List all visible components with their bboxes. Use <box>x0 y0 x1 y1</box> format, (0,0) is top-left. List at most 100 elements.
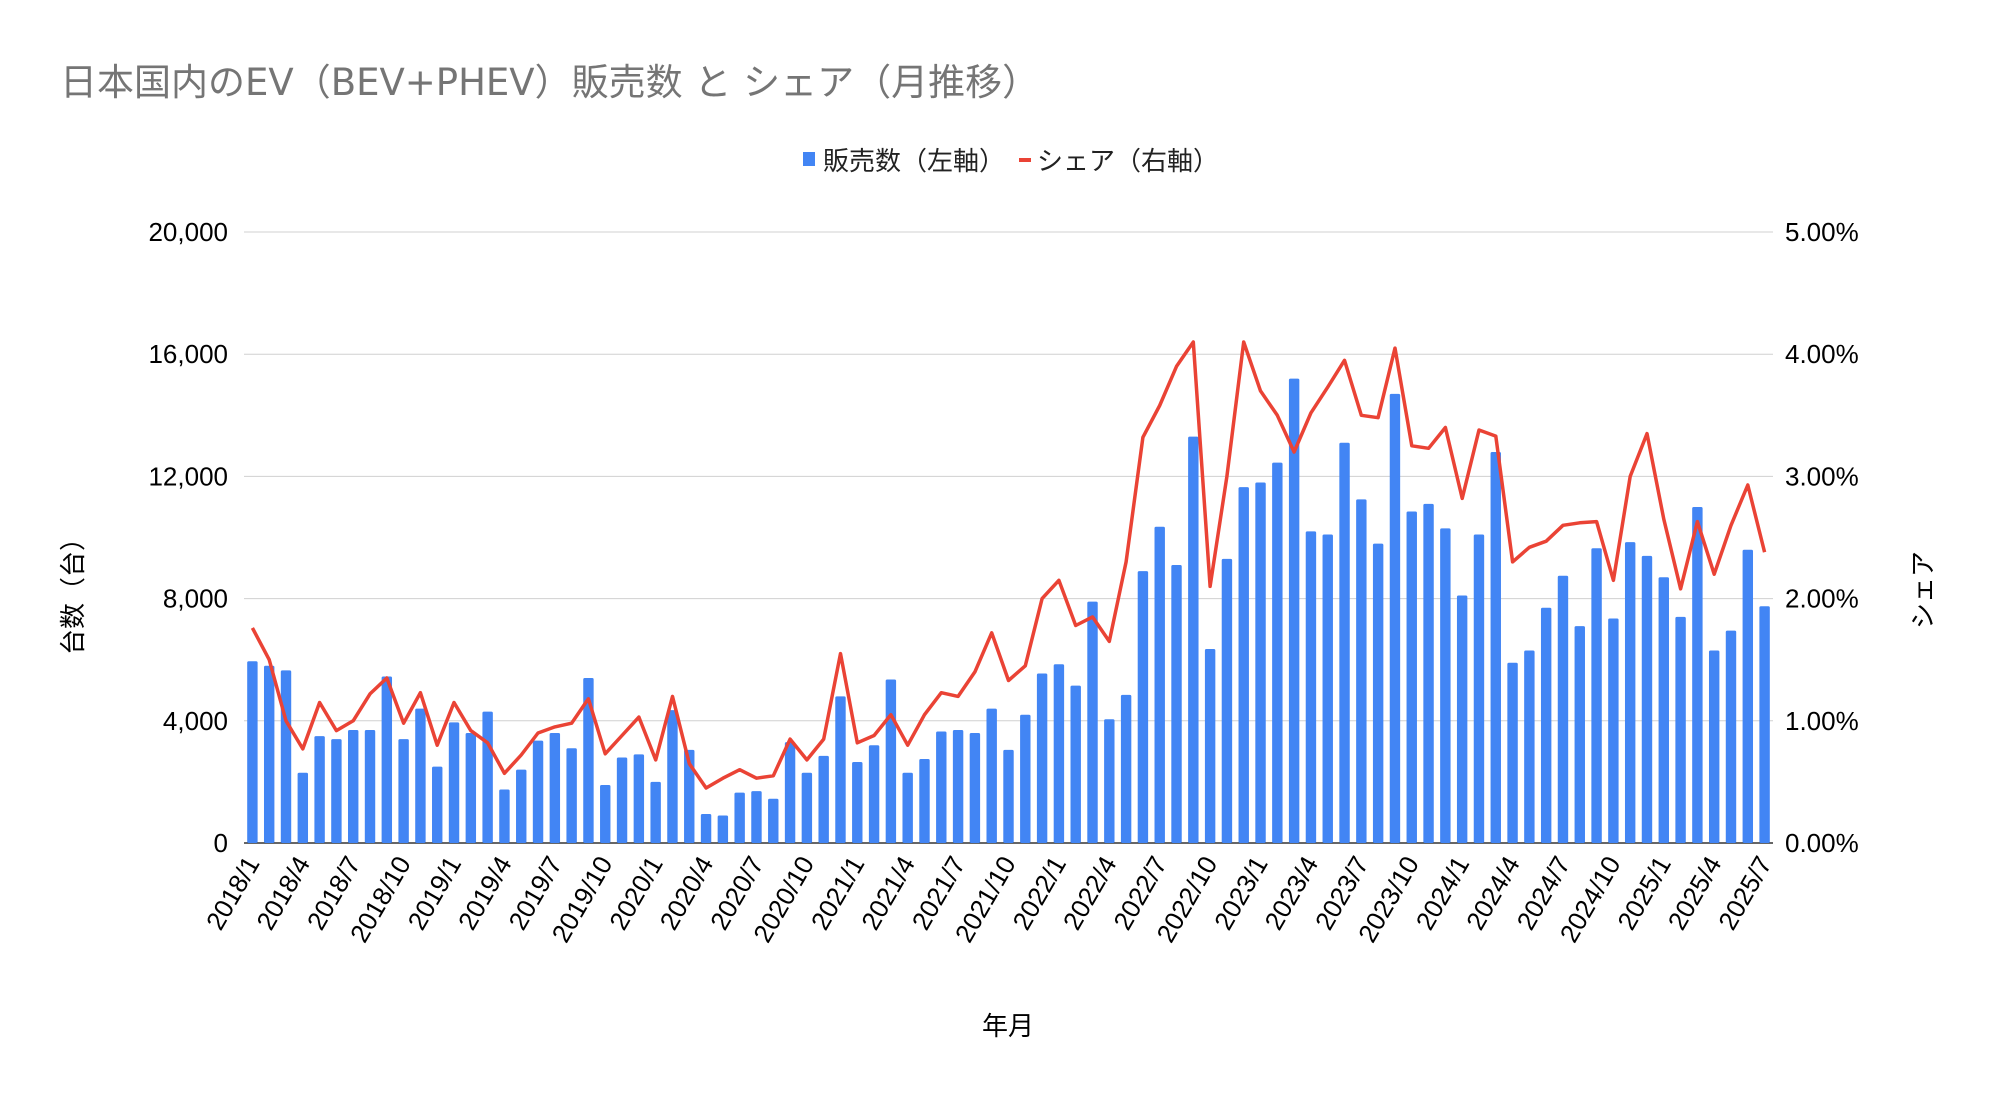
bar-2022/11 <box>1221 558 1233 843</box>
bar-2018/3 <box>280 670 292 843</box>
bar-2019/4 <box>499 789 510 843</box>
bar-2019/9 <box>583 678 594 843</box>
y-right-tick-label: 0.00% <box>1785 828 1859 858</box>
bar-2022/2 <box>1070 685 1081 843</box>
bar-2022/4 <box>1104 719 1115 843</box>
bar-2021/8 <box>969 733 981 843</box>
bar-2022/10 <box>1204 649 1216 843</box>
bar-2022/5 <box>1120 694 1132 843</box>
bar-2021/2 <box>868 745 880 843</box>
bar-2021/7 <box>952 729 964 843</box>
bar-2020/2 <box>667 710 678 843</box>
bar-2022/6 <box>1137 571 1149 843</box>
bar-2021/11 <box>1020 714 1031 843</box>
bar-2022/3 <box>1087 601 1098 843</box>
bar-2019/8 <box>566 748 577 843</box>
bar-2023/8 <box>1372 543 1384 843</box>
bar-2019/11 <box>616 757 628 843</box>
bar-2021/4 <box>902 772 913 843</box>
y-left-tick-label: 4,000 <box>163 706 228 736</box>
y-right-tick-label: 2.00% <box>1785 584 1859 614</box>
y-left-axis-title: 台数（台） <box>59 525 89 655</box>
bar-2022/12 <box>1238 487 1249 843</box>
bar-2022/8 <box>1171 564 1182 843</box>
bar-2019/12 <box>633 754 645 843</box>
bar-2021/12 <box>1036 673 1048 843</box>
share-line <box>250 340 1767 790</box>
bar-2024/1 <box>1456 595 1468 843</box>
bar-2022/9 <box>1188 436 1199 843</box>
y-right-tick-label: 1.00% <box>1785 706 1859 736</box>
bar-2024/9 <box>1591 548 1602 843</box>
bar-2023/6 <box>1339 442 1350 843</box>
bar-2023/5 <box>1322 534 1333 843</box>
bar-2020/3 <box>684 749 695 843</box>
bar-2020/6 <box>734 792 745 843</box>
y-right-tick-label: 3.00% <box>1785 461 1859 491</box>
bar-2021/1 <box>852 762 863 843</box>
bar-2024/12 <box>1641 555 1653 843</box>
bar-2024/3 <box>1490 451 1501 843</box>
y-right-tick-label: 4.00% <box>1785 339 1859 369</box>
bar-2025/3 <box>1692 506 1703 843</box>
bar-2024/6 <box>1540 607 1552 843</box>
bar-2020/11 <box>818 755 829 843</box>
bar-2023/1 <box>1255 482 1266 843</box>
bar-2024/7 <box>1557 575 1569 843</box>
bar-2019/2 <box>465 733 477 843</box>
y-left-tick-label: 20,000 <box>148 217 228 247</box>
bar-2018/7 <box>348 729 359 843</box>
bar-2023/9 <box>1389 393 1401 843</box>
bar-2020/7 <box>751 791 762 843</box>
y-left-tick-label: 16,000 <box>148 339 228 369</box>
bar-2023/7 <box>1356 499 1367 843</box>
bar-2023/10 <box>1406 511 1417 843</box>
bar-2018/9 <box>381 676 393 843</box>
bar-2020/12 <box>835 696 846 843</box>
bar-2020/4 <box>700 813 712 843</box>
bar-2019/6 <box>532 740 544 843</box>
bar-2020/1 <box>650 781 661 843</box>
legend-label-share[interactable]: シェア（右軸） <box>1037 147 1219 177</box>
bar-2018/2 <box>263 665 275 843</box>
y-left-tick-label: 8,000 <box>163 584 228 614</box>
bar-2021/9 <box>986 708 997 843</box>
bar-2018/10 <box>398 739 409 843</box>
bar-2018/6 <box>331 739 342 843</box>
bar-2024/10 <box>1608 618 1619 843</box>
bar-2021/5 <box>919 758 930 843</box>
bar-2018/12 <box>432 766 443 843</box>
bar-2020/10 <box>801 772 813 843</box>
bar-2024/11 <box>1624 542 1636 843</box>
bar-2020/8 <box>768 798 779 843</box>
bar-2024/8 <box>1574 626 1585 843</box>
y-right-tick-label: 5.00% <box>1785 217 1859 247</box>
bar-2025/1 <box>1658 577 1669 843</box>
bar-2023/4 <box>1305 531 1317 843</box>
bar-2024/5 <box>1524 650 1535 843</box>
legend: 販売数（左軸） シェア（右軸） <box>803 147 1219 177</box>
bar-2018/4 <box>297 772 309 843</box>
legend-label-sales[interactable]: 販売数（左軸） <box>823 147 1005 177</box>
bar-2025/7 <box>1759 606 1770 843</box>
bar-2022/1 <box>1053 664 1065 843</box>
chart-title: 日本国内のEV（BEV+PHEV）販売数 と シェア（月推移） <box>60 61 1039 104</box>
legend-line-swatch <box>1019 158 1031 162</box>
bar-2019/1 <box>448 722 460 843</box>
bar-2023/3 <box>1288 378 1300 843</box>
x-axis-title: 年月 <box>982 1012 1034 1042</box>
bar-2018/8 <box>364 729 376 843</box>
bar-2019/10 <box>600 784 611 843</box>
bar-2023/11 <box>1423 503 1434 843</box>
bar-2019/3 <box>482 711 493 843</box>
bar-2025/4 <box>1708 650 1720 843</box>
bar-2022/7 <box>1154 526 1165 843</box>
bar-2025/6 <box>1742 549 1754 843</box>
y-left-tick-label: 12,000 <box>148 461 228 491</box>
bar-2021/6 <box>936 731 947 843</box>
bar-2018/1 <box>247 661 258 843</box>
bar-2023/2 <box>1272 462 1283 843</box>
bar-2025/5 <box>1725 630 1737 843</box>
bar-2021/10 <box>1003 749 1014 843</box>
